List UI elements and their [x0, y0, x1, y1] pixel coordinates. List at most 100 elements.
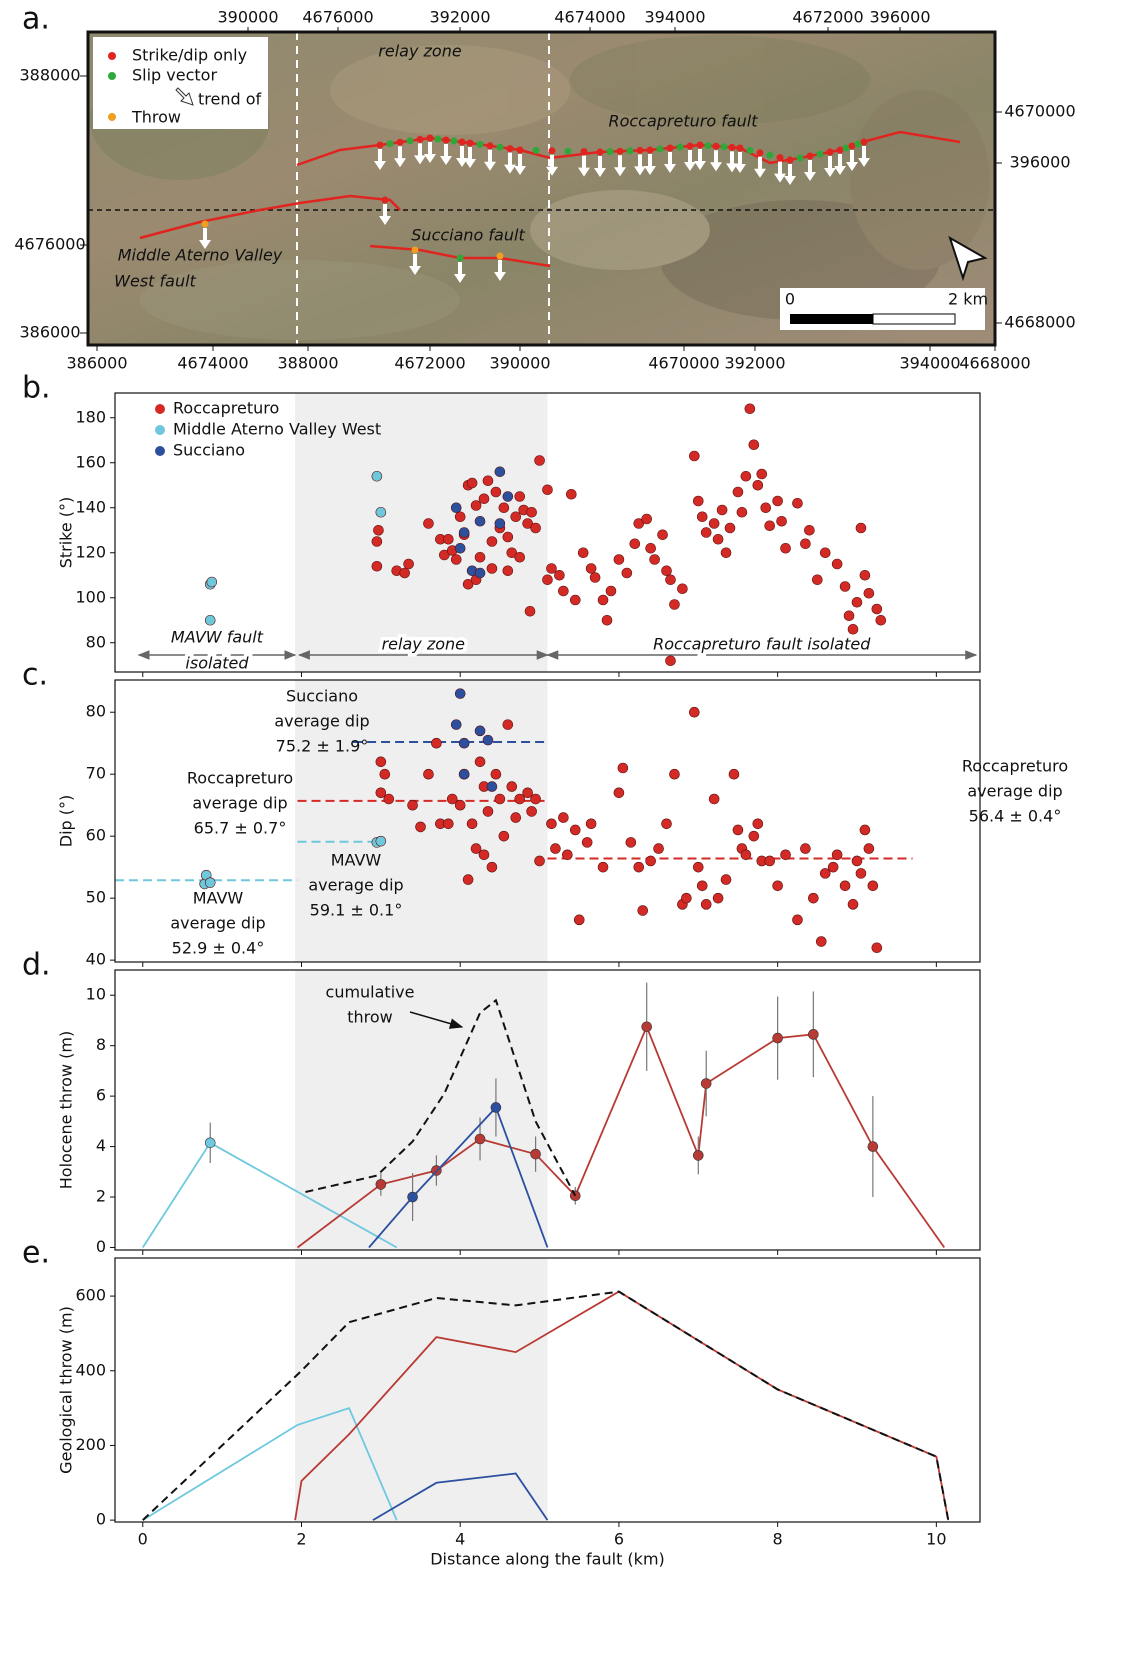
y-tick-label: 8: [96, 1035, 106, 1054]
map-legend-label: Strike/dip only: [132, 46, 247, 65]
point: [839, 880, 851, 892]
map-label: Roccapreturo fault: [608, 112, 758, 131]
point: [617, 762, 629, 774]
point: [542, 484, 553, 496]
point: [585, 563, 597, 574]
y-tick-label: 40: [86, 950, 106, 969]
point: [700, 899, 712, 910]
point: [589, 572, 601, 583]
map-coordinate: 392000: [429, 8, 490, 27]
point: [490, 1102, 502, 1113]
point: [748, 830, 760, 842]
annotation: Roccapreturo: [962, 757, 1068, 776]
point: [474, 756, 486, 768]
point: [645, 855, 656, 867]
point: [657, 529, 668, 541]
point: [720, 874, 732, 885]
point: [510, 511, 522, 523]
point: [450, 554, 462, 565]
point: [792, 914, 803, 926]
y-tick-label: 60: [86, 826, 106, 845]
point: [383, 793, 395, 805]
legend-marker: [155, 404, 165, 414]
point: [605, 585, 617, 597]
point: [827, 861, 839, 873]
point: [780, 849, 791, 861]
point: [871, 603, 883, 615]
point: [573, 914, 585, 926]
span-label: relay zone: [382, 635, 466, 654]
obs-dot: [381, 196, 389, 204]
obs-dot: [426, 134, 434, 142]
obs-dot: [532, 146, 540, 154]
point: [681, 892, 692, 904]
annotation: 52.9 ± 0.4°: [172, 939, 265, 958]
y-tick-label: 6: [96, 1086, 106, 1105]
map-legend-label: Throw: [131, 108, 181, 127]
obs-dot: [806, 152, 814, 160]
point: [446, 793, 458, 805]
point: [712, 533, 724, 545]
point: [859, 569, 871, 581]
slip-arrow: [684, 150, 696, 171]
legend-marker: [108, 52, 116, 60]
legend-marker: [155, 446, 165, 456]
obs-dot: [720, 143, 728, 151]
point: [466, 477, 478, 489]
point: [760, 502, 772, 514]
point: [204, 1137, 216, 1149]
point: [736, 506, 748, 518]
annotation: Roccapreturo: [187, 769, 293, 788]
point: [474, 725, 486, 737]
obs-dot: [854, 140, 862, 148]
point: [867, 1141, 879, 1152]
point: [780, 542, 791, 554]
slip-arrow: [834, 154, 846, 175]
plot-frame: [114, 392, 981, 673]
obs-dot: [416, 135, 424, 143]
annotation: 65.7 ± 0.7°: [194, 819, 287, 838]
slip-arrow: [440, 144, 452, 165]
throw-line: [372, 1472, 549, 1521]
point: [486, 536, 498, 547]
map-label: Succiano fault: [411, 226, 525, 245]
point: [522, 787, 533, 799]
obs-dot: [676, 143, 684, 151]
point: [601, 614, 613, 626]
point: [712, 892, 724, 904]
point: [494, 518, 506, 529]
point: [474, 515, 486, 527]
slip-arrow: [409, 254, 421, 275]
obs-dot: [712, 142, 720, 150]
point: [812, 574, 823, 586]
point: [871, 942, 883, 954]
point: [740, 849, 752, 861]
point: [665, 655, 676, 667]
obs-dot: [776, 154, 784, 162]
annotation: throw: [347, 1008, 393, 1027]
y-tick-label: 120: [75, 542, 106, 561]
point: [577, 547, 589, 559]
y-tick-label: 600: [75, 1286, 106, 1305]
obs-dot: [704, 142, 712, 150]
point: [466, 818, 478, 830]
obs-dot: [626, 147, 634, 155]
point: [569, 594, 581, 606]
point: [423, 768, 434, 780]
point: [645, 542, 656, 554]
point: [371, 470, 383, 482]
point: [744, 403, 756, 415]
point: [752, 818, 764, 830]
map-coordinate: 4676000: [14, 235, 85, 254]
point: [458, 768, 470, 780]
point: [621, 567, 633, 579]
point: [454, 688, 466, 699]
point: [669, 599, 680, 610]
y-tick-label: 2: [96, 1187, 106, 1206]
annotation: average dip: [192, 794, 287, 813]
annotation: MAVW: [331, 851, 382, 870]
point: [855, 522, 867, 534]
obs-dot: [836, 146, 844, 154]
y-tick-label: 80: [86, 632, 106, 651]
point: [514, 793, 526, 805]
